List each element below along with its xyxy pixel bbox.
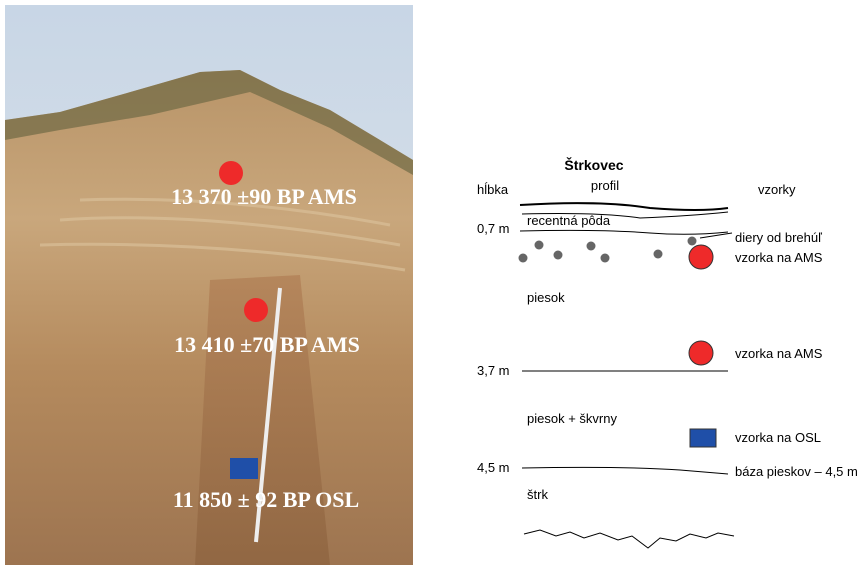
annotation: vzorka na AMS — [735, 250, 823, 265]
ams-symbol — [689, 245, 713, 269]
annotation: báza pieskov – 4,5 m — [735, 464, 858, 479]
annotation: vzorka na AMS — [735, 346, 823, 361]
title: Štrkovec — [564, 156, 623, 173]
depth-label: 0,7 m — [477, 221, 510, 236]
depth-label: 4,5 m — [477, 460, 510, 475]
burrow-holes — [519, 237, 697, 263]
ams-symbol — [689, 341, 713, 365]
annotation: diery od brehúľ — [735, 230, 822, 245]
depth-label: 3,7 m — [477, 363, 510, 378]
photo: 13 370 ±90 BP AMS 13 410 ±70 BP AMS 11 8… — [5, 5, 413, 565]
subtitle: profil — [591, 178, 619, 193]
profile-diagram: Štrkovec profil hĺbka vzorky recentná pô… — [477, 156, 858, 548]
gravel-base — [524, 530, 734, 548]
osl-symbol — [690, 429, 716, 447]
layer-label: štrk — [527, 487, 548, 502]
ams-marker — [244, 298, 268, 322]
surface-line — [520, 203, 728, 210]
photo-label: 13 410 ±70 BP AMS — [174, 332, 360, 357]
osl-marker — [230, 458, 258, 479]
photo-label: 11 850 ± 92 BP OSL — [173, 487, 359, 512]
depth-header: hĺbka — [477, 182, 509, 197]
boundary-line — [520, 230, 728, 234]
annotation: vzorka na OSL — [735, 430, 821, 445]
page: 13 370 ±90 BP AMS 13 410 ±70 BP AMS 11 8… — [0, 0, 867, 570]
layer-label: piesok + škvrny — [527, 411, 617, 426]
layer-label: recentná pôda — [527, 213, 611, 228]
figure: 13 370 ±90 BP AMS 13 410 ±70 BP AMS 11 8… — [0, 0, 867, 570]
boundary-line — [522, 467, 728, 474]
ams-marker — [219, 161, 243, 185]
photo-label: 13 370 ±90 BP AMS — [171, 184, 357, 209]
samples-header: vzorky — [758, 182, 796, 197]
layer-label: piesok — [527, 290, 565, 305]
